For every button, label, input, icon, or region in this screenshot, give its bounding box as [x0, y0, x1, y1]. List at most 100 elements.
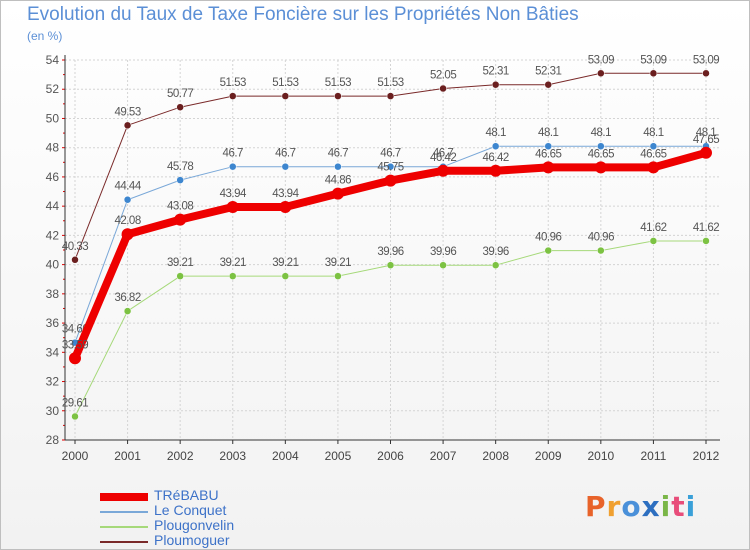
y-tick-label: 28 — [46, 433, 60, 447]
brand-letter: t — [671, 490, 686, 523]
x-tick-label: 2002 — [167, 449, 194, 463]
y-tick-label: 38 — [46, 287, 60, 301]
data-point-plougonvelin — [702, 237, 710, 245]
y-tick-label: 54 — [46, 53, 60, 67]
data-point-plougonvelin — [386, 261, 395, 269]
data-label-le-conquet: 45.78 — [167, 161, 193, 173]
data-label-tr-babu: 46.65 — [588, 148, 614, 160]
x-tick-label: 2000 — [62, 449, 89, 463]
x-tick-label: 2011 — [641, 449, 667, 463]
data-point-le-conquet — [334, 162, 342, 171]
data-label-ploumoguer: 53.09 — [640, 54, 666, 66]
x-tick-label: 2005 — [325, 449, 352, 463]
data-label-le-conquet: 48.1 — [643, 127, 663, 139]
data-label-plougonvelin: 39.21 — [272, 257, 298, 269]
data-point-tr-babu — [331, 187, 344, 200]
data-point-le-conquet — [123, 195, 132, 204]
data-label-tr-babu: 46.65 — [535, 148, 561, 160]
data-label-plougonvelin: 39.96 — [483, 246, 509, 258]
data-point-plougonvelin — [71, 412, 79, 421]
data-point-ploumoguer — [597, 69, 605, 78]
data-label-tr-babu: 43.08 — [167, 201, 193, 213]
y-tick-label: 52 — [46, 82, 60, 96]
data-label-le-conquet: 44.44 — [114, 181, 141, 193]
data-label-le-conquet: 48.1 — [591, 127, 611, 139]
data-point-ploumoguer — [334, 92, 342, 100]
legend-swatch — [100, 541, 148, 543]
data-label-tr-babu: 46.65 — [640, 148, 666, 160]
data-point-plougonvelin — [281, 272, 290, 280]
brand-logo: Proxiti — [585, 490, 696, 523]
brand-letter: x — [641, 490, 661, 523]
data-point-le-conquet — [597, 142, 605, 150]
data-label-le-conquet: 46.7 — [433, 148, 453, 160]
y-tick-label: 30 — [46, 404, 60, 418]
data-point-ploumoguer — [544, 80, 552, 89]
legend-swatch — [100, 526, 148, 528]
data-label-tr-babu: 33.59 — [62, 339, 88, 351]
data-label-ploumoguer: 51.53 — [377, 77, 403, 89]
data-point-plougonvelin — [597, 246, 605, 255]
data-point-plougonvelin — [334, 272, 342, 280]
data-point-ploumoguer — [491, 80, 500, 89]
data-label-le-conquet: 48.1 — [696, 127, 716, 139]
data-label-ploumoguer: 40.33 — [62, 241, 88, 253]
data-label-le-conquet: 48.1 — [485, 127, 505, 139]
y-tick-label: 42 — [46, 228, 60, 242]
data-point-le-conquet — [176, 176, 184, 184]
data-label-plougonvelin: 39.21 — [220, 257, 246, 269]
x-tick-label: 2010 — [587, 449, 614, 463]
data-label-tr-babu: 44.86 — [325, 175, 351, 187]
data-point-ploumoguer — [281, 92, 290, 100]
data-label-tr-babu: 47.65 — [693, 134, 719, 146]
data-label-ploumoguer: 52.31 — [483, 66, 509, 78]
data-label-ploumoguer: 50.77 — [167, 88, 193, 100]
data-label-tr-babu: 45.75 — [377, 162, 403, 174]
data-point-le-conquet — [544, 142, 552, 150]
data-point-tr-babu — [279, 201, 292, 214]
x-tick-label: 2008 — [482, 449, 509, 463]
legend-swatch — [100, 511, 148, 513]
data-label-le-conquet: 46.7 — [275, 148, 295, 160]
data-point-plougonvelin — [491, 261, 500, 269]
y-tick-label: 40 — [46, 258, 60, 272]
x-tick-label: 2009 — [535, 449, 562, 463]
x-tick-label: 2007 — [430, 449, 457, 463]
data-point-le-conquet — [491, 142, 500, 150]
x-tick-label: 2001 — [114, 449, 141, 463]
chart-title: Evolution du Taux de Taxe Foncière sur l… — [27, 4, 579, 25]
data-label-le-conquet: 46.7 — [328, 148, 348, 160]
data-label-plougonvelin: 39.96 — [377, 246, 403, 258]
data-label-ploumoguer: 52.05 — [430, 70, 456, 82]
data-label-ploumoguer: 53.09 — [693, 54, 719, 66]
data-label-ploumoguer: 49.53 — [114, 106, 140, 118]
data-label-ploumoguer: 51.53 — [220, 77, 246, 89]
data-point-ploumoguer — [702, 69, 710, 78]
data-point-ploumoguer — [176, 103, 184, 111]
data-point-tr-babu — [174, 213, 187, 226]
data-point-tr-babu — [542, 161, 555, 174]
y-tick-label: 44 — [46, 199, 60, 213]
data-label-ploumoguer: 51.53 — [325, 77, 351, 89]
data-point-ploumoguer — [71, 256, 79, 264]
data-point-tr-babu — [489, 164, 502, 177]
data-point-ploumoguer — [229, 92, 237, 100]
data-point-tr-babu — [647, 161, 660, 174]
data-label-tr-babu: 43.94 — [272, 188, 299, 200]
data-point-plougonvelin — [176, 272, 184, 280]
data-point-tr-babu — [226, 201, 239, 214]
data-label-plougonvelin: 41.62 — [693, 222, 719, 234]
data-point-plougonvelin — [439, 261, 447, 269]
data-label-tr-babu: 46.42 — [430, 152, 456, 164]
brand-letter: r — [606, 490, 622, 523]
data-label-plougonvelin: 40.96 — [535, 232, 561, 244]
data-point-plougonvelin — [544, 246, 552, 255]
legend-label: Ploumoguer — [154, 532, 230, 548]
legend-swatch — [100, 493, 148, 501]
brand-letter: P — [585, 490, 607, 523]
data-point-le-conquet — [649, 142, 658, 150]
data-point-tr-babu — [700, 146, 712, 159]
legend-label: Le Conquet — [154, 502, 227, 518]
